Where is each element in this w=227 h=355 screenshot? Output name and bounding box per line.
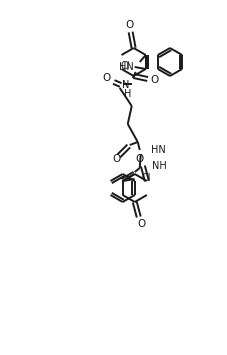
Text: NH: NH bbox=[151, 161, 166, 171]
Text: N: N bbox=[121, 80, 129, 90]
Text: Cl: Cl bbox=[120, 61, 129, 71]
Text: H: H bbox=[123, 89, 131, 99]
Text: HN: HN bbox=[150, 145, 165, 155]
Text: Cl: Cl bbox=[141, 173, 151, 183]
Text: O: O bbox=[112, 154, 120, 164]
Text: O: O bbox=[137, 219, 145, 229]
Text: O: O bbox=[102, 73, 110, 83]
Text: O: O bbox=[125, 20, 133, 30]
Text: O: O bbox=[135, 154, 143, 164]
Text: O: O bbox=[150, 75, 158, 85]
Text: HN: HN bbox=[118, 62, 133, 72]
